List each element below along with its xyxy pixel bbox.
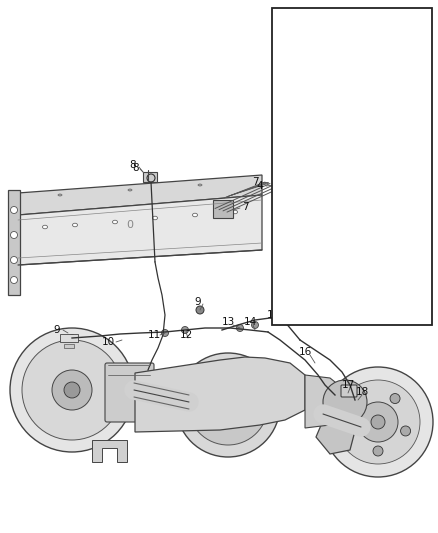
Text: 9: 9 <box>54 325 60 335</box>
Text: 15: 15 <box>266 310 279 320</box>
Circle shape <box>323 380 367 424</box>
Circle shape <box>188 365 268 445</box>
Ellipse shape <box>73 223 78 227</box>
Circle shape <box>176 353 280 457</box>
Text: 14: 14 <box>244 317 257 327</box>
Text: 16: 16 <box>298 347 311 357</box>
FancyBboxPatch shape <box>384 171 410 197</box>
Polygon shape <box>316 400 356 454</box>
Circle shape <box>22 340 122 440</box>
Text: 7: 7 <box>242 202 248 212</box>
Polygon shape <box>18 175 262 215</box>
Circle shape <box>210 387 246 423</box>
Circle shape <box>336 380 420 464</box>
Circle shape <box>11 256 18 263</box>
Text: 9: 9 <box>194 297 201 307</box>
Circle shape <box>400 175 407 182</box>
Bar <box>213 200 233 218</box>
Text: 8: 8 <box>133 163 139 173</box>
Ellipse shape <box>233 210 237 214</box>
Polygon shape <box>18 195 262 265</box>
Text: 12: 12 <box>180 330 193 340</box>
Ellipse shape <box>113 220 117 224</box>
Circle shape <box>196 306 204 314</box>
Circle shape <box>402 131 409 138</box>
FancyBboxPatch shape <box>385 25 411 49</box>
Text: 2: 2 <box>281 77 287 87</box>
Circle shape <box>64 382 80 398</box>
Circle shape <box>356 393 366 403</box>
Circle shape <box>400 233 407 240</box>
Circle shape <box>393 131 400 138</box>
Circle shape <box>358 402 398 442</box>
Circle shape <box>392 183 399 190</box>
Text: 11: 11 <box>147 330 161 340</box>
Circle shape <box>52 370 92 410</box>
Circle shape <box>392 233 399 240</box>
Bar <box>272 8 432 325</box>
Circle shape <box>251 321 258 328</box>
Circle shape <box>181 327 188 334</box>
Ellipse shape <box>198 184 202 186</box>
Bar <box>64 344 74 348</box>
Circle shape <box>11 277 18 284</box>
Circle shape <box>401 84 409 92</box>
Text: 1: 1 <box>281 30 287 40</box>
Circle shape <box>392 273 399 280</box>
Bar <box>143 172 157 182</box>
Ellipse shape <box>58 194 62 196</box>
Circle shape <box>401 76 409 84</box>
Circle shape <box>393 84 401 92</box>
Circle shape <box>402 281 409 288</box>
FancyBboxPatch shape <box>384 221 410 247</box>
Text: 7: 7 <box>252 177 258 187</box>
Text: 4: 4 <box>281 177 287 187</box>
Ellipse shape <box>42 225 47 229</box>
FancyBboxPatch shape <box>105 363 154 422</box>
Circle shape <box>392 175 399 182</box>
Circle shape <box>401 426 410 436</box>
Circle shape <box>371 415 385 429</box>
Circle shape <box>373 446 383 456</box>
Circle shape <box>402 123 409 130</box>
FancyBboxPatch shape <box>384 119 410 145</box>
Polygon shape <box>92 440 127 462</box>
Circle shape <box>237 325 244 332</box>
Ellipse shape <box>128 189 132 191</box>
FancyBboxPatch shape <box>341 385 357 397</box>
Ellipse shape <box>192 213 198 217</box>
Text: 0: 0 <box>127 220 134 230</box>
Circle shape <box>392 225 399 232</box>
FancyBboxPatch shape <box>382 269 410 295</box>
Polygon shape <box>135 357 305 432</box>
Text: 6: 6 <box>281 275 287 285</box>
Circle shape <box>11 206 18 214</box>
Circle shape <box>346 426 355 436</box>
Circle shape <box>323 367 433 477</box>
Bar <box>60 334 78 342</box>
FancyBboxPatch shape <box>384 71 410 97</box>
Text: 5: 5 <box>281 227 287 237</box>
Text: 13: 13 <box>221 317 235 327</box>
Circle shape <box>390 393 400 403</box>
Text: 10: 10 <box>102 337 115 347</box>
Polygon shape <box>8 190 20 295</box>
Circle shape <box>10 328 134 452</box>
Circle shape <box>393 123 400 130</box>
Polygon shape <box>305 375 345 428</box>
Text: 18: 18 <box>355 387 369 397</box>
Circle shape <box>400 225 407 232</box>
Circle shape <box>402 273 409 280</box>
Circle shape <box>392 281 399 288</box>
Text: 3: 3 <box>281 125 287 135</box>
Text: 8: 8 <box>130 160 136 170</box>
Circle shape <box>68 335 75 342</box>
Circle shape <box>393 76 401 84</box>
Circle shape <box>162 329 169 336</box>
Circle shape <box>400 183 407 190</box>
Ellipse shape <box>152 216 158 220</box>
Text: 17: 17 <box>341 380 355 390</box>
Circle shape <box>11 231 18 238</box>
Text: 4: 4 <box>257 181 263 191</box>
